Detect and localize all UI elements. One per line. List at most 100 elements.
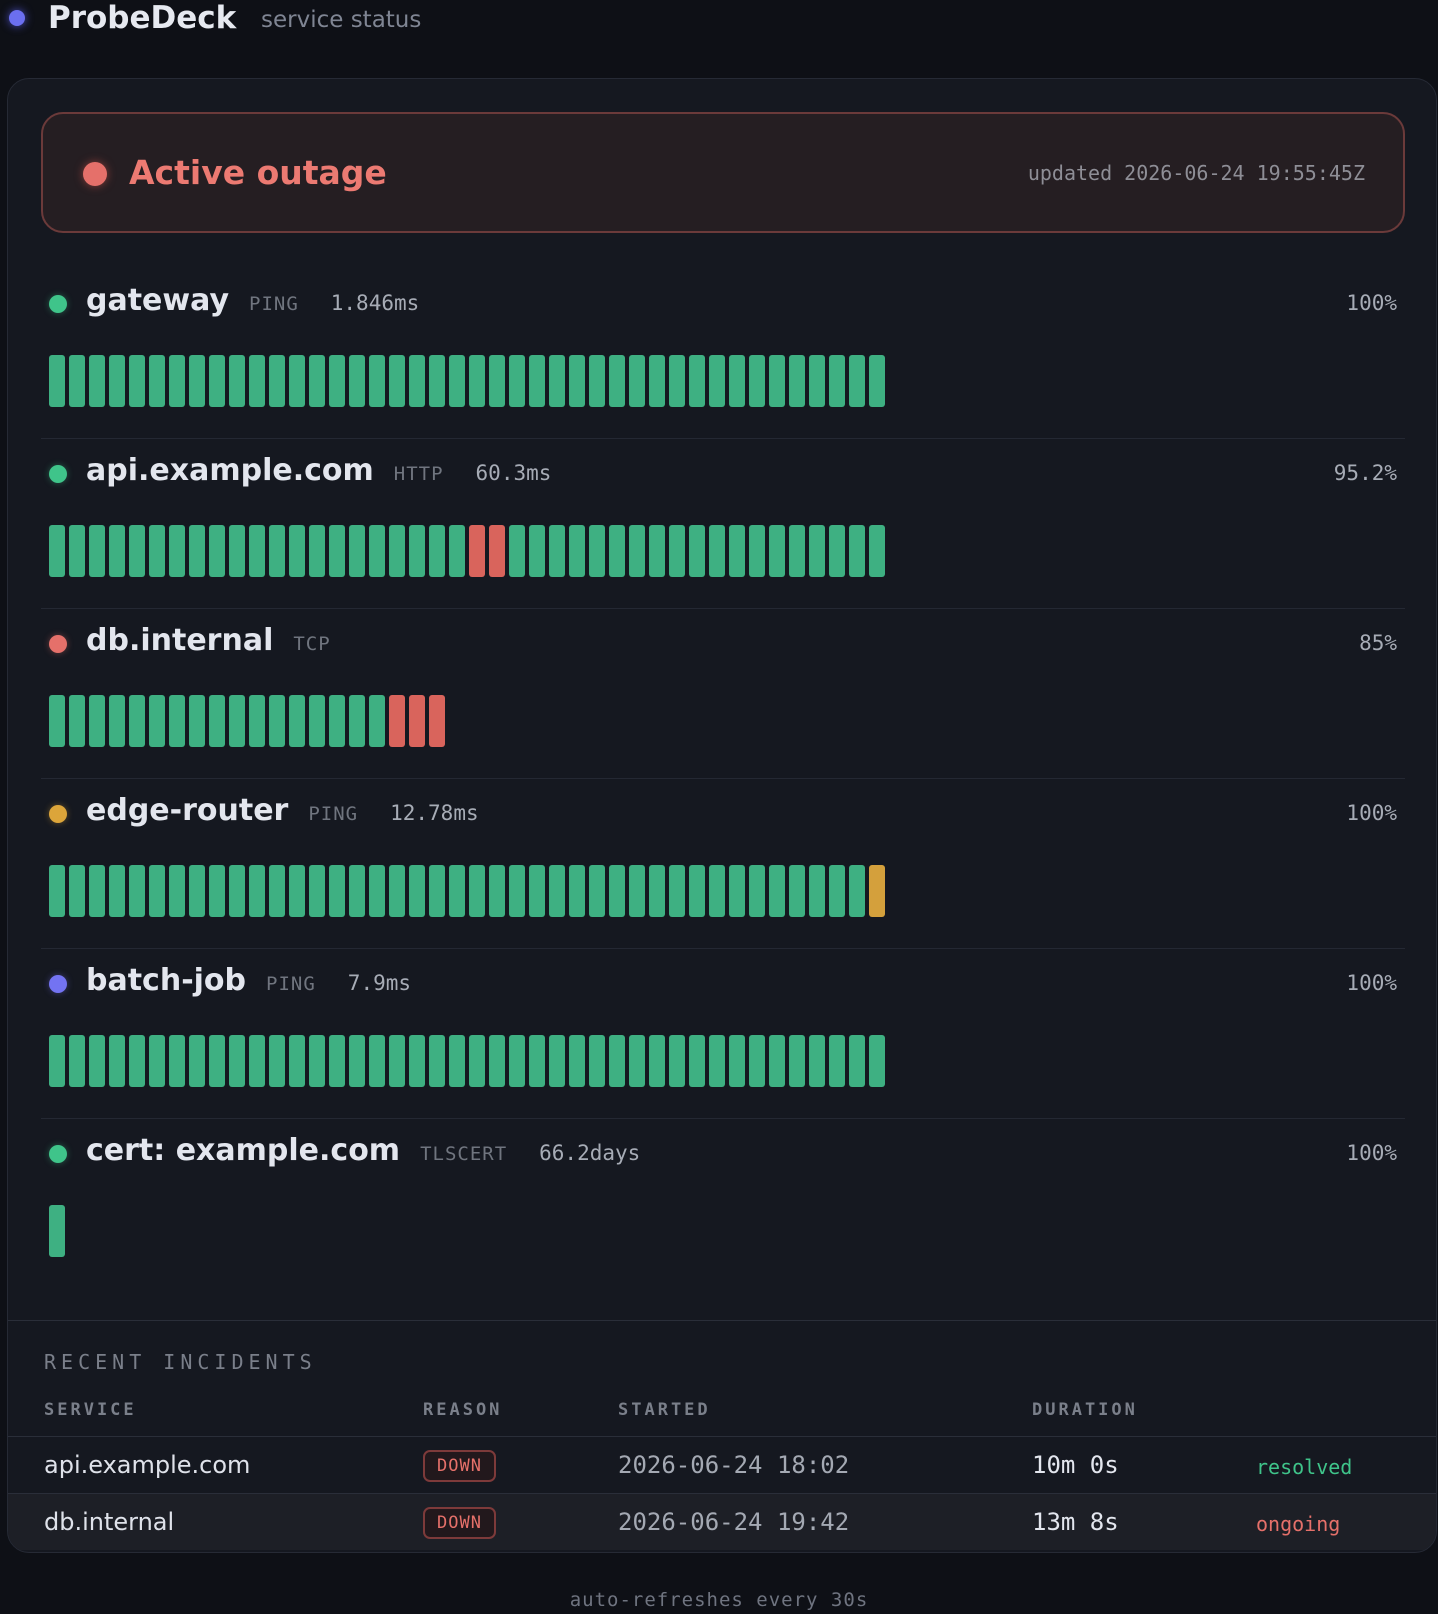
check-bar-up[interactable] <box>369 695 385 747</box>
check-bar-up[interactable] <box>849 525 865 577</box>
check-bar-up[interactable] <box>709 865 725 917</box>
check-bar-up[interactable] <box>649 525 665 577</box>
check-bar-up[interactable] <box>789 355 805 407</box>
check-bar-up[interactable] <box>629 1035 645 1087</box>
check-bar-up[interactable] <box>689 355 705 407</box>
check-bar-up[interactable] <box>669 865 685 917</box>
check-bar-up[interactable] <box>349 1035 365 1087</box>
check-bar-up[interactable] <box>589 355 605 407</box>
check-bar-up[interactable] <box>89 1035 105 1087</box>
check-bar-up[interactable] <box>849 355 865 407</box>
check-bar-up[interactable] <box>229 355 245 407</box>
check-bar-up[interactable] <box>869 1035 885 1087</box>
service-row[interactable]: edge-router PING 12.78ms 100% <box>41 779 1405 949</box>
check-bar-up[interactable] <box>169 355 185 407</box>
check-bar-up[interactable] <box>369 355 385 407</box>
check-bar-up[interactable] <box>329 695 345 747</box>
check-bar-up[interactable] <box>749 355 765 407</box>
check-bar-up[interactable] <box>729 865 745 917</box>
check-bar-up[interactable] <box>589 1035 605 1087</box>
check-bar-up[interactable] <box>549 1035 565 1087</box>
check-bar-up[interactable] <box>729 525 745 577</box>
check-bar-up[interactable] <box>189 865 205 917</box>
check-bar-up[interactable] <box>249 695 265 747</box>
check-bar-up[interactable] <box>209 865 225 917</box>
check-bar-up[interactable] <box>669 525 685 577</box>
check-bar-up[interactable] <box>409 525 425 577</box>
check-bar-up[interactable] <box>849 865 865 917</box>
check-bar-up[interactable] <box>369 865 385 917</box>
check-bar-up[interactable] <box>269 865 285 917</box>
check-bar-up[interactable] <box>709 355 725 407</box>
check-bar-up[interactable] <box>129 865 145 917</box>
check-bar-up[interactable] <box>809 355 825 407</box>
check-bar-up[interactable] <box>449 865 465 917</box>
check-bar-up[interactable] <box>529 525 545 577</box>
check-bar-down[interactable] <box>489 525 505 577</box>
check-bar-up[interactable] <box>769 355 785 407</box>
check-bar-up[interactable] <box>829 1035 845 1087</box>
check-bar-up[interactable] <box>209 1035 225 1087</box>
check-bar-up[interactable] <box>669 355 685 407</box>
check-bar-up[interactable] <box>489 355 505 407</box>
check-bar-up[interactable] <box>269 355 285 407</box>
check-bar-up[interactable] <box>389 865 405 917</box>
check-bar-up[interactable] <box>189 355 205 407</box>
check-bar-up[interactable] <box>249 355 265 407</box>
service-row[interactable]: api.example.com HTTP 60.3ms 95.2% <box>41 439 1405 609</box>
check-bar-up[interactable] <box>609 355 625 407</box>
check-bar-up[interactable] <box>429 355 445 407</box>
check-bar-up[interactable] <box>289 1035 305 1087</box>
check-bar-up[interactable] <box>349 695 365 747</box>
check-bar-up[interactable] <box>389 355 405 407</box>
check-bar-up[interactable] <box>589 525 605 577</box>
check-bar-up[interactable] <box>109 695 125 747</box>
check-bar-up[interactable] <box>529 355 545 407</box>
check-bar-up[interactable] <box>729 1035 745 1087</box>
check-bar-up[interactable] <box>209 525 225 577</box>
check-bar-up[interactable] <box>69 695 85 747</box>
check-bar-up[interactable] <box>309 1035 325 1087</box>
service-row[interactable]: cert: example.com TLSCERT 66.2days 100% <box>41 1119 1405 1289</box>
check-bar-up[interactable] <box>829 525 845 577</box>
check-bar-up[interactable] <box>49 1205 65 1257</box>
check-bar-up[interactable] <box>229 695 245 747</box>
check-bar-up[interactable] <box>789 1035 805 1087</box>
check-bar-up[interactable] <box>49 525 65 577</box>
service-row[interactable]: gateway PING 1.846ms 100% <box>41 269 1405 439</box>
check-bar-up[interactable] <box>449 355 465 407</box>
check-bar-up[interactable] <box>569 1035 585 1087</box>
check-bar-up[interactable] <box>869 525 885 577</box>
check-bar-up[interactable] <box>149 695 165 747</box>
check-bar-up[interactable] <box>629 865 645 917</box>
check-bar-up[interactable] <box>509 525 525 577</box>
check-bar-up[interactable] <box>109 865 125 917</box>
check-bar-up[interactable] <box>409 865 425 917</box>
check-bar-up[interactable] <box>609 865 625 917</box>
check-bar-up[interactable] <box>169 865 185 917</box>
check-bar-up[interactable] <box>709 525 725 577</box>
check-bar-up[interactable] <box>489 865 505 917</box>
check-bar-up[interactable] <box>789 865 805 917</box>
check-bar-up[interactable] <box>49 1035 65 1087</box>
check-bar-up[interactable] <box>129 695 145 747</box>
check-bar-up[interactable] <box>369 525 385 577</box>
check-bar-up[interactable] <box>829 865 845 917</box>
check-bar-up[interactable] <box>49 695 65 747</box>
check-bar-up[interactable] <box>129 525 145 577</box>
check-bar-up[interactable] <box>869 355 885 407</box>
check-bar-up[interactable] <box>809 525 825 577</box>
check-bar-up[interactable] <box>269 525 285 577</box>
check-bar-up[interactable] <box>489 1035 505 1087</box>
check-bar-down[interactable] <box>429 695 445 747</box>
check-bar-up[interactable] <box>69 865 85 917</box>
check-bar-up[interactable] <box>709 1035 725 1087</box>
check-bar-up[interactable] <box>269 695 285 747</box>
check-bar-up[interactable] <box>189 525 205 577</box>
check-bar-up[interactable] <box>169 525 185 577</box>
check-bar-down[interactable] <box>389 695 405 747</box>
check-bar-up[interactable] <box>449 1035 465 1087</box>
check-bar-up[interactable] <box>289 525 305 577</box>
check-bar-up[interactable] <box>109 355 125 407</box>
check-bar-warn[interactable] <box>869 865 885 917</box>
